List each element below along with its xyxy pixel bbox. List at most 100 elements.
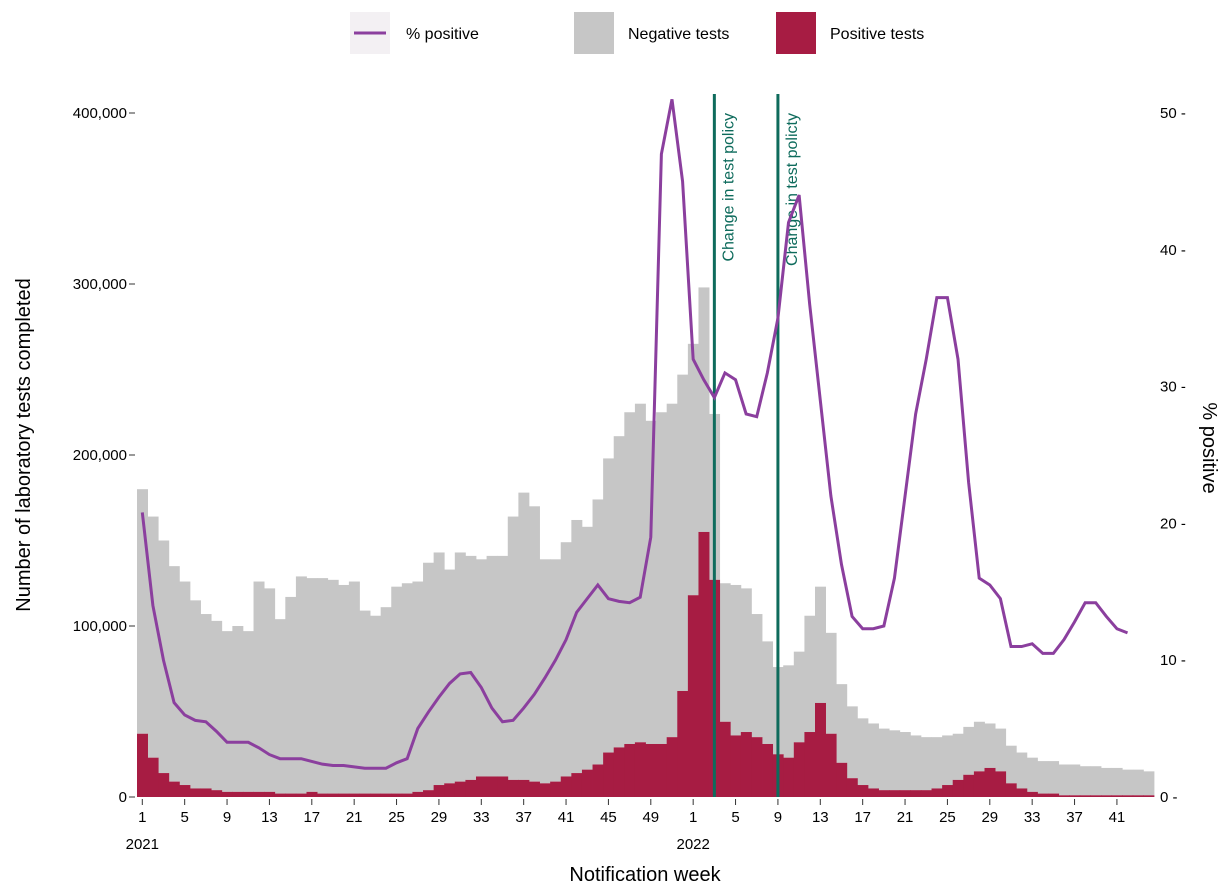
- positive-tests-bar: [242, 791, 254, 797]
- positive-tests-bar: [793, 742, 805, 797]
- positive-tests-bar: [973, 771, 985, 797]
- negative-tests-bar: [189, 600, 201, 789]
- legend-label-positive-tests: Positive tests: [830, 26, 924, 43]
- positive-bars: [137, 531, 1155, 797]
- negative-tests-bar: [401, 583, 413, 794]
- negative-tests-bar: [211, 620, 223, 791]
- positive-tests-bar: [465, 779, 477, 797]
- positive-tests-bar: [158, 773, 170, 797]
- y-tick-label: 200,000: [73, 447, 127, 464]
- negative-tests-bar: [666, 403, 678, 738]
- negative-tests-bar: [528, 506, 540, 782]
- positive-tests-bar: [698, 531, 710, 797]
- positive-tests-bar: [221, 791, 233, 797]
- negative-tests-bar: [783, 665, 795, 758]
- x-tick-label: 1: [689, 809, 697, 826]
- positive-tests-bar: [497, 776, 509, 797]
- positive-tests-bar: [137, 733, 148, 797]
- negative-tests-bar: [581, 526, 593, 770]
- negative-tests-bar: [698, 287, 710, 532]
- positive-tests-bar: [285, 793, 297, 797]
- positive-tests-bar: [931, 788, 943, 797]
- x-tick-label: 45: [600, 809, 617, 826]
- positive-tests-bar: [1132, 795, 1144, 797]
- negative-tests-bar: [285, 596, 297, 794]
- positive-tests-bar: [836, 762, 848, 797]
- negative-tests-bar: [719, 583, 731, 722]
- negative-tests-bar: [751, 614, 763, 738]
- negative-tests-bar: [1101, 767, 1113, 796]
- negative-tests-bar: [1090, 766, 1102, 796]
- negative-tests-bar: [1143, 771, 1155, 796]
- negative-tests-bar: [179, 581, 191, 786]
- positive-tests-bar: [348, 793, 360, 797]
- negative-tests-bar: [1026, 757, 1038, 792]
- positive-tests-bar: [740, 732, 752, 797]
- x-axis-title: Notification week: [569, 864, 721, 886]
- negative-tests-bar: [963, 726, 975, 775]
- positive-tests-bar: [528, 781, 540, 797]
- y2-tick-label: 20 -: [1160, 515, 1186, 532]
- negative-tests-bar: [518, 492, 530, 780]
- negative-tests-bar: [793, 651, 805, 743]
- y2-tick-label: 0 -: [1160, 789, 1178, 806]
- positive-tests-bar: [687, 595, 699, 797]
- x-tick-label: 25: [939, 809, 956, 826]
- positive-tests-bar: [571, 773, 583, 797]
- negative-tests-bar: [359, 610, 371, 794]
- negative-tests-bar: [200, 614, 212, 789]
- positive-tests-bar: [253, 791, 265, 797]
- positive-tests-bar: [1058, 795, 1070, 797]
- positive-tests-bar: [423, 790, 435, 797]
- positive-tests-bar: [719, 721, 731, 797]
- negative-tests-bar: [984, 723, 996, 768]
- legend-swatch-positive-tests: [776, 12, 816, 54]
- y-tick-label: 0: [119, 789, 127, 806]
- negative-tests-bar: [433, 552, 445, 786]
- negative-tests-bar: [1048, 761, 1060, 794]
- positive-tests-bar: [1111, 795, 1123, 797]
- y-tick-label: 100,000: [73, 618, 127, 635]
- negative-tests-bar: [317, 578, 329, 794]
- negative-tests-bar: [656, 412, 668, 744]
- positive-tests-bar: [444, 783, 456, 797]
- negative-tests-bar: [327, 579, 339, 794]
- negative-tests-bar: [539, 559, 551, 784]
- positive-tests-bar: [1122, 795, 1134, 797]
- y2-tick-label: 10 -: [1160, 652, 1186, 669]
- positive-tests-bar: [507, 779, 519, 797]
- positive-tests-bar: [1048, 793, 1060, 797]
- positive-tests-bar: [995, 771, 1007, 797]
- legend-swatch-negative-tests: [574, 12, 614, 54]
- negative-tests-bar: [306, 578, 318, 792]
- negative-tests-bar: [560, 542, 572, 777]
- x-tick-label: 29: [431, 809, 448, 826]
- x-year-label: 2021: [126, 836, 159, 853]
- negative-tests-bar: [253, 581, 265, 792]
- positive-tests-bar: [963, 774, 975, 797]
- negative-tests-bar: [264, 588, 276, 792]
- positive-tests-bar: [295, 793, 307, 797]
- negative-tests-bar: [380, 607, 392, 794]
- positive-tests-bar: [581, 769, 593, 797]
- negative-tests-bar: [454, 552, 466, 782]
- legend-label-negative-tests: Negative tests: [628, 26, 729, 43]
- negative-tests-bar: [412, 581, 424, 792]
- negative-tests-bar: [274, 619, 286, 794]
- negative-tests-bar: [348, 581, 360, 794]
- y2-axis-title: % positive: [1198, 402, 1220, 493]
- negative-tests-bar: [1058, 764, 1070, 796]
- x-tick-label: 13: [261, 809, 278, 826]
- negative-tests-bar: [507, 516, 519, 780]
- negative-tests-bar: [952, 733, 964, 780]
- negative-tests-bar: [242, 631, 254, 792]
- negative-tests-bar: [645, 420, 657, 744]
- positive-tests-bar: [920, 790, 932, 797]
- x-tick-label: 29: [981, 809, 998, 826]
- negative-tests-bar: [370, 615, 382, 794]
- negative-tests-bar: [147, 516, 159, 758]
- negative-tests-bar: [836, 684, 848, 763]
- negative-tests-bar: [899, 732, 911, 791]
- x-tick-label: 41: [558, 809, 575, 826]
